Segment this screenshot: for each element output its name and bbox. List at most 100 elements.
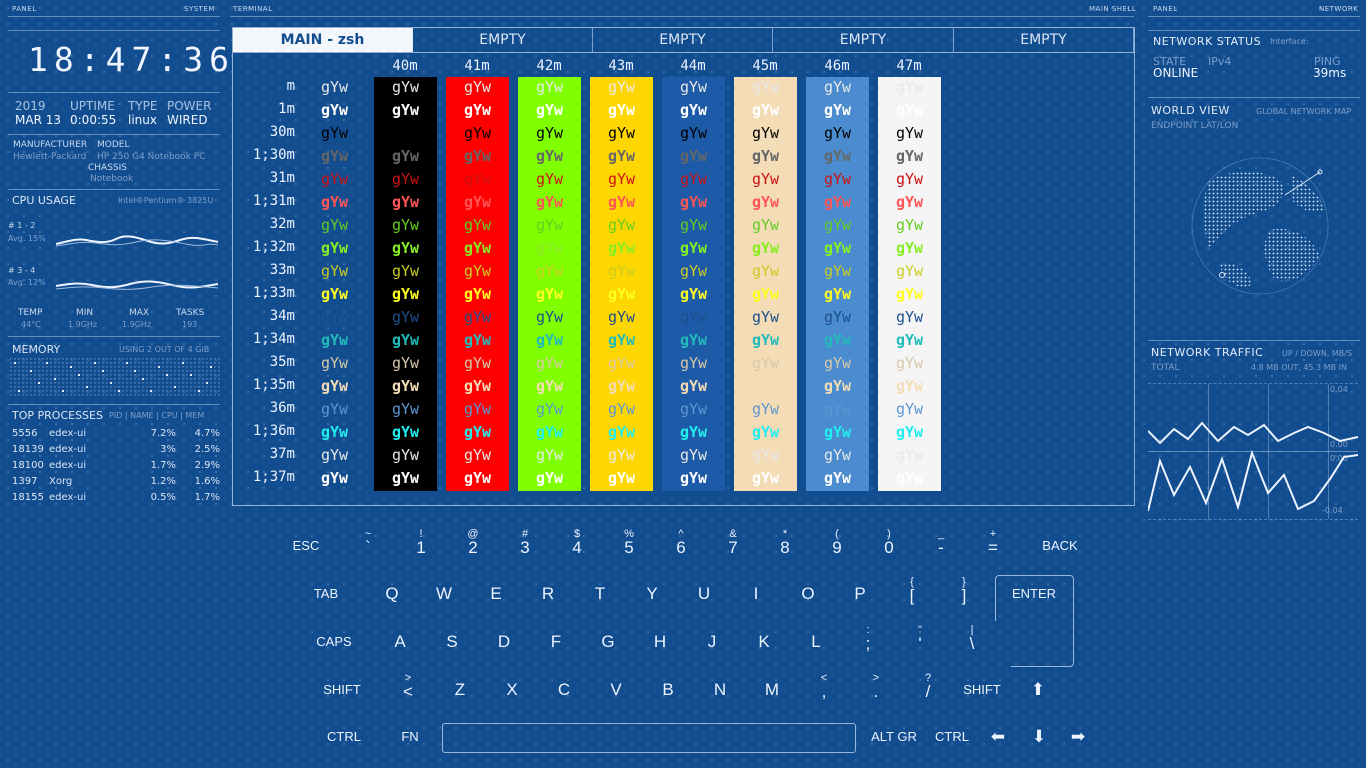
key[interactable]: :; <box>848 624 888 654</box>
key-w[interactable]: W <box>424 576 464 606</box>
key-y[interactable]: Y <box>632 576 672 606</box>
sample-text: gYw <box>895 78 924 96</box>
key-label: N <box>713 680 727 699</box>
key[interactable]: _ - <box>921 528 961 558</box>
key-0[interactable]: ) 0 <box>869 528 909 558</box>
sample-text: gYw <box>895 216 924 234</box>
key-enter[interactable]: ENTER <box>999 576 1069 606</box>
sample-text: gYw <box>463 78 492 96</box>
sample-text: gYw <box>679 262 708 280</box>
key-fn[interactable]: FN <box>390 719 430 749</box>
key-9[interactable]: (9 <box>817 528 857 558</box>
key[interactable]: <, <box>804 672 844 702</box>
key[interactable]: ~ ` <box>348 528 388 558</box>
key-l[interactable]: L <box>796 624 836 654</box>
tab-empty[interactable]: EMPTY <box>413 28 593 52</box>
sample-text: gYw <box>679 239 708 257</box>
key-h[interactable]: H <box>640 624 680 654</box>
key-a[interactable]: A <box>380 624 420 654</box>
tab-empty[interactable]: EMPTY <box>954 28 1134 52</box>
key-s[interactable]: S <box>432 624 472 654</box>
key-g[interactable]: G <box>588 624 628 654</box>
sample-text: gYw <box>320 216 349 234</box>
key-j[interactable]: J <box>692 624 732 654</box>
key-ctrl[interactable]: CTRL <box>924 719 980 749</box>
row-label: 1;33m <box>252 285 295 301</box>
key-label: 8 <box>780 538 790 557</box>
key-o[interactable]: O <box>788 576 828 606</box>
key-m[interactable]: M <box>752 672 792 702</box>
sample-text: gYw <box>535 308 564 326</box>
key-2[interactable]: @2 <box>453 528 493 558</box>
key-shift-label: ^ <box>678 528 684 540</box>
key-8[interactable]: * 8 <box>765 528 805 558</box>
sample-text: gYw <box>463 193 492 211</box>
key[interactable]: + = <box>973 528 1013 558</box>
key-c[interactable]: C <box>544 672 584 702</box>
key-t[interactable]: T <box>580 576 620 606</box>
key-n[interactable]: N <box>700 672 740 702</box>
sample-text: gYw <box>463 423 492 441</box>
key[interactable]: > < <box>388 672 428 702</box>
key[interactable]: }] <box>944 576 984 606</box>
key-1[interactable]: ! 1 <box>401 528 441 558</box>
key[interactable]: ⬅ <box>978 719 1018 749</box>
key-shift[interactable]: SHIFT <box>952 672 1012 702</box>
key-tab[interactable]: TAB <box>298 576 354 606</box>
column-header: 47m <box>896 58 922 74</box>
key-caps[interactable]: CAPS <box>306 624 362 654</box>
key-f[interactable]: F <box>536 624 576 654</box>
key-label: FN <box>401 729 419 744</box>
key-v[interactable]: V <box>596 672 636 702</box>
sample-text: gYw <box>823 147 852 165</box>
cpu-stat-max-label: MAX <box>129 308 150 318</box>
key-e[interactable]: E <box>476 576 516 606</box>
key-label: R <box>541 584 555 603</box>
key-esc[interactable]: ESC <box>278 528 334 558</box>
sample-text: gYw <box>823 423 852 441</box>
tab-empty[interactable]: EMPTY <box>593 28 773 52</box>
key-3[interactable]: #3 <box>505 528 545 558</box>
key-r[interactable]: R <box>528 576 568 606</box>
key[interactable]: ⬆ <box>1018 672 1058 702</box>
key-label: CTRL <box>935 729 969 744</box>
sample-text: gYw <box>320 193 349 211</box>
key[interactable]: {[ <box>892 576 932 606</box>
key-d[interactable]: D <box>484 624 524 654</box>
key-4[interactable]: $4 <box>557 528 597 558</box>
space-key[interactable] <box>442 723 856 753</box>
tab-empty[interactable]: EMPTY <box>773 28 954 52</box>
key-z[interactable]: Z <box>440 672 480 702</box>
key-q[interactable]: Q <box>372 576 412 606</box>
sample-text: gYw <box>679 377 708 395</box>
key-5[interactable]: % 5 <box>609 528 649 558</box>
key-i[interactable]: I <box>736 576 776 606</box>
tab-main[interactable]: MAIN - zsh <box>233 28 413 52</box>
key[interactable]: ➡ <box>1058 719 1098 749</box>
sample-text: gYw <box>751 239 780 257</box>
key-b[interactable]: B <box>648 672 688 702</box>
terminal-window[interactable]: MAIN - zsh EMPTY EMPTY EMPTY EMPTY 40m 41m 42m… <box>232 27 1135 506</box>
sample-text: gYw <box>607 124 636 142</box>
sample-text: gYw <box>607 239 636 257</box>
key[interactable]: " ' <box>900 624 940 654</box>
sample-text: gYw <box>320 331 349 349</box>
key-u[interactable]: U <box>684 576 724 606</box>
key-6[interactable]: ^ 6 <box>661 528 701 558</box>
key[interactable]: ? / <box>908 672 948 702</box>
sample-text: gYw <box>607 78 636 96</box>
key-k[interactable]: K <box>744 624 784 654</box>
key-alt-gr[interactable]: ALT GR <box>864 719 924 749</box>
key-p[interactable]: P <box>840 576 880 606</box>
key-back[interactable]: BACK <box>1030 528 1090 558</box>
key-7[interactable]: & 7 <box>713 528 753 558</box>
key[interactable]: | \ <box>952 624 992 654</box>
key[interactable]: ⬇ <box>1019 719 1059 749</box>
key-shift[interactable]: SHIFT <box>312 672 372 702</box>
sample-text: gYw <box>751 101 780 119</box>
cpu-stat-tasks-label: TASKS <box>176 308 205 318</box>
key[interactable]: >. <box>856 672 896 702</box>
sample-text: gYw <box>751 377 780 395</box>
key-x[interactable]: X <box>492 672 532 702</box>
key-ctrl[interactable]: CTRL <box>314 719 374 749</box>
